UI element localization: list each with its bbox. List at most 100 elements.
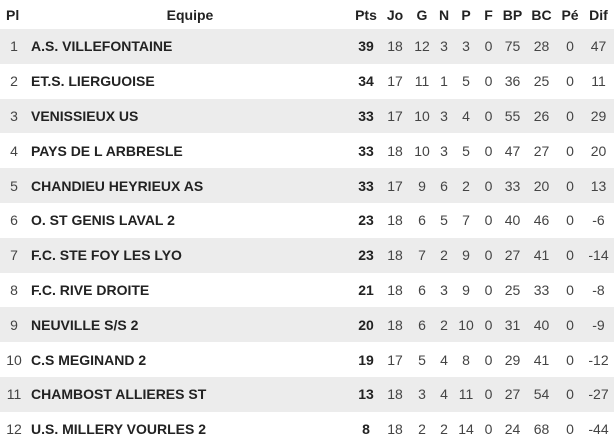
- cell-f: 0: [484, 212, 493, 229]
- header-bp: BP: [502, 6, 523, 23]
- cell-f: 0: [484, 316, 493, 333]
- cell-jo: 18: [387, 38, 403, 55]
- cell-jo: 18: [387, 281, 403, 298]
- cell-pe: 0: [566, 142, 574, 159]
- cell-pts: 8: [362, 421, 370, 438]
- cell-f: 0: [484, 421, 493, 438]
- cell-team: CHANDIEU HEYRIEUX AS: [31, 177, 204, 194]
- table-row: 11 CHAMBOST ALLIERES ST 13 18 3 4 11 0 27 54 0 -27: [0, 376, 614, 412]
- cell-pe: 0: [566, 107, 574, 124]
- cell-team: VENISSIEUX US: [31, 107, 139, 124]
- cell-team: U.S. MILLERY VOURLES 2: [31, 421, 207, 438]
- header-pe: Pé: [561, 6, 579, 23]
- table-row: 9 NEUVILLE S/S 2 20 18 6 2 10 0 31 40 0 -9: [0, 307, 614, 343]
- table-row: 10 C.S MEGINAND 2 19 17 5 4 8 0 29 41 0 -12: [0, 342, 614, 377]
- cell-dif: 47: [590, 38, 607, 55]
- cell-bc: 27: [533, 142, 550, 159]
- cell-g: 12: [414, 38, 430, 55]
- cell-f: 0: [484, 351, 493, 368]
- cell-n: 4: [440, 351, 448, 368]
- cell-jo: 18: [387, 212, 403, 229]
- cell-team: O. ST GENIS LAVAL 2: [31, 212, 175, 229]
- cell-bc: 46: [533, 212, 550, 229]
- header-pts: Pts: [355, 6, 377, 23]
- cell-n: 3: [440, 107, 448, 124]
- header-equipe: Equipe: [166, 6, 214, 23]
- cell-n: 6: [440, 177, 448, 194]
- cell-p: 5: [462, 73, 470, 90]
- cell-g: 3: [418, 386, 426, 403]
- cell-bc: 54: [533, 386, 550, 403]
- cell-jo: 18: [387, 316, 403, 333]
- cell-g: 6: [418, 212, 426, 229]
- cell-dif: -27: [588, 386, 609, 403]
- cell-team: ET.S. LIERGUOISE: [31, 73, 155, 90]
- cell-pts: 23: [358, 212, 374, 229]
- cell-f: 0: [484, 177, 493, 194]
- cell-g: 6: [418, 316, 426, 333]
- cell-dif: -14: [588, 247, 609, 264]
- cell-n: 5: [440, 212, 448, 229]
- cell-bp: 27: [504, 247, 521, 264]
- cell-bp: 36: [504, 73, 521, 90]
- cell-team: C.S MEGINAND 2: [31, 351, 147, 368]
- table-row: 6 O. ST GENIS LAVAL 2 23 18 6 5 7 0 40 46 0 -6: [0, 203, 614, 238]
- cell-f: 0: [484, 38, 493, 55]
- cell-f: 0: [484, 386, 493, 403]
- table-row: 1 A.S. VILLEFONTAINE 39 18 12 3 3 0 75 28 0 47: [0, 29, 614, 64]
- cell-pe: 0: [566, 351, 574, 368]
- cell-p: 11: [458, 386, 474, 403]
- cell-dif: 11: [591, 73, 606, 90]
- header-bc: BC: [531, 6, 552, 23]
- header-f: F: [484, 6, 493, 23]
- cell-dif: -8: [592, 281, 605, 298]
- cell-f: 0: [484, 142, 493, 159]
- cell-dif: -44: [588, 421, 609, 438]
- header-jo: Jo: [386, 6, 404, 23]
- cell-pl: 8: [10, 281, 18, 298]
- cell-bp: 47: [504, 142, 521, 159]
- cell-p: 8: [462, 351, 470, 368]
- cell-jo: 18: [387, 421, 403, 438]
- table-row: 12 U.S. MILLERY VOURLES 2 8 18 2 2 14 0 24 68 0 -44: [0, 412, 614, 447]
- cell-bc: 33: [533, 281, 550, 298]
- cell-pe: 0: [566, 247, 574, 264]
- cell-n: 4: [440, 386, 448, 403]
- cell-f: 0: [484, 247, 493, 264]
- cell-bc: 41: [533, 351, 550, 368]
- cell-pl: 12: [6, 421, 22, 438]
- cell-g: 9: [418, 177, 426, 194]
- cell-pl: 11: [6, 386, 22, 403]
- header-p: P: [461, 6, 471, 23]
- cell-pl: 2: [10, 73, 18, 90]
- cell-bp: 55: [504, 107, 521, 124]
- cell-n: 2: [440, 247, 448, 264]
- cell-dif: 20: [590, 142, 607, 159]
- cell-jo: 17: [387, 107, 403, 124]
- cell-pts: 23: [358, 247, 374, 264]
- cell-jo: 17: [387, 351, 403, 368]
- cell-p: 9: [462, 281, 470, 298]
- cell-dif: -6: [592, 212, 605, 229]
- table-row: 2 ET.S. LIERGUOISE 34 17 11 1 5 0 36 25 0 11: [0, 64, 614, 99]
- header-pl: Pl: [6, 6, 20, 23]
- cell-bp: 25: [504, 281, 521, 298]
- cell-bc: 25: [533, 73, 550, 90]
- cell-g: 5: [418, 351, 426, 368]
- cell-g: 11: [414, 73, 430, 90]
- cell-pe: 0: [566, 421, 574, 438]
- cell-dif: 29: [590, 107, 607, 124]
- cell-jo: 17: [387, 73, 403, 90]
- table-row: 4 PAYS DE L ARBRESLE 33 18 10 3 5 0 47 27 0 20: [0, 133, 614, 168]
- cell-team: F.C. RIVE DROITE: [31, 281, 150, 298]
- cell-f: 0: [484, 281, 493, 298]
- cell-pe: 0: [566, 281, 574, 298]
- cell-bp: 40: [504, 212, 521, 229]
- table-row: 7 F.C. STE FOY LES LYO 23 18 7 2 9 0 27 41 0 -14: [0, 237, 614, 273]
- cell-bp: 29: [504, 351, 521, 368]
- cell-pts: 39: [358, 38, 374, 55]
- cell-bc: 40: [533, 316, 550, 333]
- cell-bc: 26: [533, 107, 550, 124]
- cell-bc: 20: [533, 177, 550, 194]
